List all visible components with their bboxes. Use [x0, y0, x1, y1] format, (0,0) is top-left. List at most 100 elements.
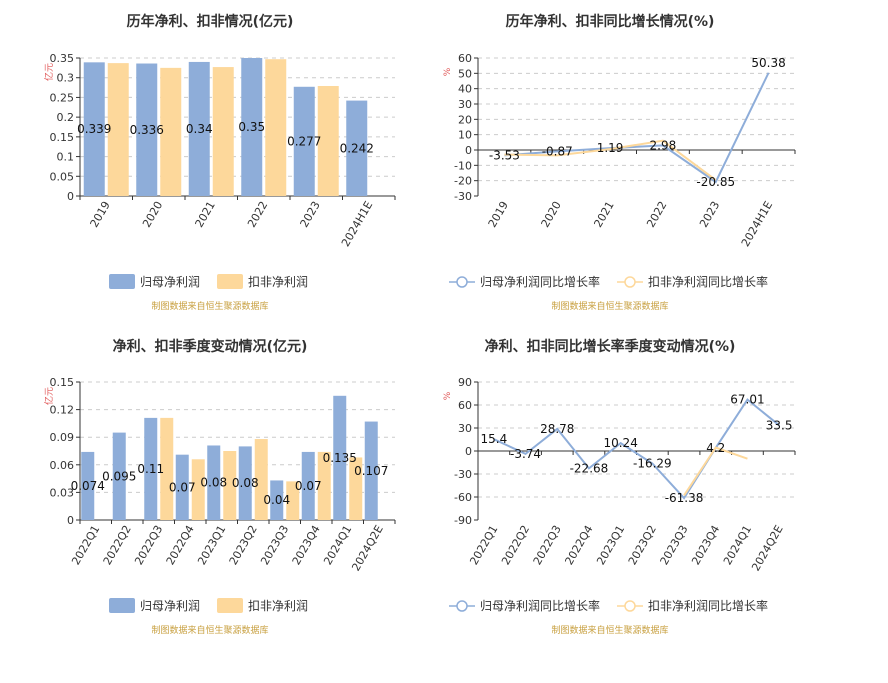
bar-b — [212, 67, 234, 196]
y-tick-label: 0 — [67, 190, 74, 203]
x-tick-label: 2024Q2E — [349, 523, 386, 573]
data-label: 0.35 — [238, 120, 265, 134]
legend-label: 扣非净利润同比增长率 — [648, 274, 768, 289]
data-label: 28.78 — [540, 422, 574, 436]
data-label: 0.095 — [102, 469, 136, 483]
legend-marker — [456, 276, 468, 288]
bar-a — [83, 62, 105, 196]
legend-swatch — [109, 274, 135, 289]
bar-b — [223, 451, 237, 520]
y-axis-unit-label: % — [443, 67, 453, 76]
data-label: 0.08 — [232, 476, 259, 490]
y-tick-label: -60 — [454, 491, 472, 504]
x-tick-label: 2023Q3 — [658, 523, 691, 567]
data-label: 0.074 — [71, 479, 105, 493]
data-label: 0.07 — [295, 479, 322, 493]
x-tick-label: 2024Q2E — [749, 523, 786, 573]
y-tick-label: 0.1 — [57, 151, 75, 164]
bar-a — [136, 63, 158, 196]
y-tick-label: -90 — [454, 514, 472, 527]
x-tick-label: 2022Q4 — [164, 523, 197, 567]
data-label: 0.11 — [137, 462, 164, 476]
legend: 归母净利润 扣非净利润 — [109, 274, 308, 289]
bar-a — [144, 417, 158, 520]
data-label: 0.135 — [323, 451, 357, 465]
source-note: 制图数据来自恒生聚源数据库 — [151, 624, 268, 636]
y-tick-label: 0.12 — [50, 404, 75, 417]
y-tick-label: 40 — [458, 83, 472, 96]
y-tick-label: 0 — [465, 445, 472, 458]
bar-b — [107, 63, 129, 196]
bar-a — [238, 446, 252, 520]
x-tick-label: 2024H1E — [339, 199, 375, 249]
chart-1: 历年净利、扣非情况(亿元) 亿元 0 0.05 0.1 0.15 0.2 0.25 0.3 0.3… — [43, 13, 396, 312]
y-tick-label: 0.3 — [57, 72, 75, 85]
x-tick-label: 2023Q2 — [626, 523, 659, 567]
data-label: 67.01 — [730, 393, 764, 407]
x-tick-label: 2022 — [245, 199, 270, 230]
bar-a — [333, 395, 347, 520]
data-label: 0.07 — [169, 480, 196, 494]
data-label: 0.107 — [354, 464, 388, 478]
legend-label: 扣非净利润同比增长率 — [648, 598, 768, 613]
chart-3: 净利、扣非季度变动情况(亿元) 亿元 0 0.03 0.06 0.09 0.12 0.15 20… — [43, 338, 396, 636]
data-label: 15.4 — [480, 432, 507, 446]
y-tick-label: 0.35 — [50, 52, 75, 65]
x-tick-label: 2020 — [140, 199, 165, 230]
legend-marker — [624, 276, 636, 288]
legend-label: 归母净利润同比增长率 — [480, 274, 600, 289]
x-tick-label: 2022Q2 — [499, 523, 532, 567]
x-tick-label: 2022Q3 — [132, 523, 165, 567]
data-label: 33.5 — [766, 418, 793, 432]
chart-title: 历年净利、扣非情况(亿元) — [127, 13, 294, 30]
bar-a — [364, 421, 378, 520]
y-tick-label: -30 — [454, 190, 472, 203]
legend-label: 扣非净利润 — [248, 275, 308, 289]
data-label: 4.2 — [706, 441, 725, 455]
bar-a — [241, 58, 263, 196]
data-label: 0.336 — [130, 123, 164, 137]
y-tick-label: 0.15 — [50, 131, 75, 144]
x-tick-label: 2021 — [591, 199, 616, 230]
x-tick-label: 2023Q3 — [258, 523, 291, 567]
legend-swatch — [217, 274, 243, 289]
x-tick-label: 2020 — [539, 199, 564, 230]
y-tick-label: 30 — [458, 422, 472, 435]
series-line-b — [504, 139, 717, 181]
bar-a — [293, 86, 315, 196]
bar-a — [175, 454, 189, 520]
data-label: 0.04 — [263, 493, 290, 507]
data-label: -20.85 — [696, 175, 735, 189]
y-tick-label: 60 — [458, 52, 472, 65]
bar-b — [160, 67, 182, 196]
chart-title: 历年净利、扣非同比增长情况(%) — [506, 13, 715, 30]
bar-a — [81, 451, 95, 520]
legend-swatch — [217, 598, 243, 613]
y-tick-label: 30 — [458, 98, 472, 111]
bar-b — [191, 459, 205, 520]
bar-b — [265, 59, 287, 196]
legend: 归母净利润 扣非净利润 — [109, 598, 308, 613]
y-tick-label: 60 — [458, 399, 472, 412]
legend-swatch — [109, 598, 135, 613]
legend: 归母净利润同比增长率 扣非净利润同比增长率 — [449, 274, 768, 289]
x-tick-label: 2022Q2 — [101, 523, 134, 567]
y-tick-label: 0.15 — [50, 376, 75, 389]
legend-marker — [624, 600, 636, 612]
x-tick-label: 2023Q4 — [689, 523, 722, 567]
y-tick-label: 0.09 — [50, 431, 75, 444]
chart-title: 净利、扣非季度变动情况(亿元) — [113, 338, 308, 355]
source-note: 制图数据来自恒生聚源数据库 — [551, 300, 668, 312]
y-tick-label: 50 — [458, 67, 472, 80]
bar-a — [346, 100, 368, 196]
series-line-b — [683, 446, 748, 497]
y-tick-label: 10 — [458, 129, 472, 142]
x-tick-label: 2024Q1 — [321, 523, 354, 567]
y-tick-label: -30 — [454, 468, 472, 481]
legend-label: 归母净利润 — [140, 599, 200, 613]
series-line-a — [493, 398, 780, 500]
data-label: 2.98 — [650, 138, 677, 152]
data-label: -3.53 — [489, 148, 520, 162]
data-label: -22.68 — [570, 461, 609, 475]
